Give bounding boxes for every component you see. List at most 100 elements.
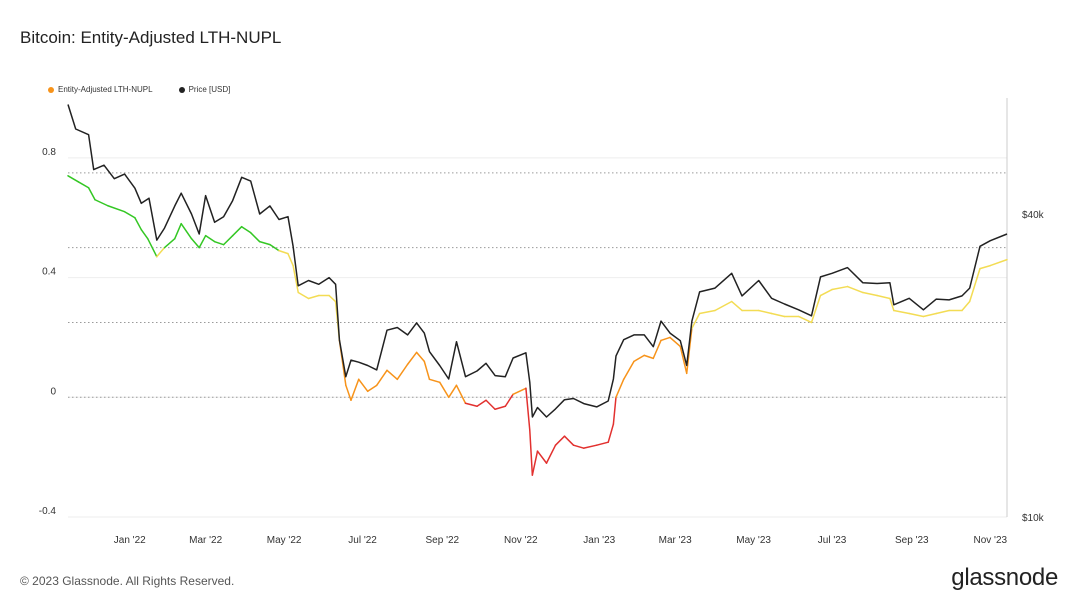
x-tick-label-10: Sep '23 [895,535,929,546]
nupl-segment-75 [714,300,733,312]
nupl-segment-12 [180,222,193,240]
chart-area[interactable]: 0.8 0.4 0 -0.4 $40k $10k Jan '22 Mar '22 May '22… [0,0,1080,560]
nupl-segment-97 [989,258,1008,267]
nupl-segment-88 [889,297,895,312]
nupl-segment-25 [292,264,299,294]
x-tick-label-6: Jan '23 [583,535,615,546]
nupl-segment-37 [386,369,399,381]
nupl-segment-58 [563,435,575,446]
nupl-segment-82 [810,294,822,324]
nupl-segment-17 [222,234,234,246]
legend-dot-price [178,86,185,93]
nupl-segment-87 [876,294,891,300]
nupl-segment-76 [730,300,743,312]
nupl-segment-63 [612,396,617,425]
y-left-tick-label-1: 0.4 [42,267,56,278]
nupl-segment-8 [147,237,158,258]
nupl-segment-27 [307,294,320,300]
nupl-segment-69 [660,336,671,342]
nupl-segment-64 [615,378,625,399]
nupl-segment-49 [494,405,507,411]
nupl-segment-65 [622,360,635,381]
nupl-segment-90 [908,312,925,318]
nupl-segment-68 [652,339,662,360]
nupl-segment-39 [406,351,418,366]
nupl-segment-0 [67,175,80,183]
nupl-segment-48 [485,399,496,411]
nupl-segment-18 [231,225,243,237]
nupl-segment-23 [278,249,289,255]
nupl-segment-84 [831,285,849,291]
y-right-tick-label-1: $10k [1022,513,1045,524]
price-line [67,104,1008,418]
copyright-footer: © 2023 Glassnode. All Rights Reserved. [20,574,235,588]
nupl-segment-35 [366,384,378,393]
nupl-segment-3 [94,199,109,207]
nupl-segment-89 [893,309,910,315]
nupl-segment-22 [269,243,280,252]
x-tick-label-8: May '23 [736,535,771,546]
nupl-segment-91 [922,312,938,318]
brand-logo[interactable]: glassnode [951,564,1058,591]
nupl-segment-29 [328,294,337,303]
nupl-segment-46 [464,402,478,408]
nupl-segment-56 [545,444,557,464]
nupl-segment-34 [357,378,369,393]
nupl-segment-36 [375,369,388,387]
legend-item-price[interactable]: Price [USD] [178,85,231,94]
nupl-segment-14 [198,234,207,249]
nupl-segment-66 [633,354,646,363]
nupl-segment-15 [204,234,216,243]
nupl-segment-73 [691,312,701,330]
nupl-segment-71 [679,345,688,375]
legend-item-nupl[interactable]: Entity-Adjusted LTH-NUPL [48,85,153,94]
nupl-segment-67 [643,354,655,360]
nupl-segment-62 [607,423,615,443]
nupl-segment-32 [345,384,352,402]
nupl-segment-86 [862,291,878,297]
nupl-segment-11 [174,222,182,240]
nupl-segment-81 [797,315,813,324]
nupl-segment-85 [846,285,864,294]
nupl-segment-6 [134,216,143,231]
nupl-segment-47 [476,399,487,408]
legend-label-price: Price [USD] [188,85,231,94]
y-right-tick-label-0: $40k [1022,210,1045,221]
x-tick-label-3: Jul '22 [348,535,377,546]
nupl-segment-9 [156,246,166,258]
nupl-segment-60 [583,444,598,449]
page-title: Bitcoin: Entity-Adjusted LTH-NUPL [20,28,282,47]
nupl-segment-52 [525,387,531,431]
nupl-segment-38 [396,363,409,381]
x-tick-label-2: May '22 [267,535,302,546]
nupl-segment-16 [213,240,225,246]
nupl-segment-72 [685,327,693,375]
nupl-segment-2 [87,187,96,201]
legend-label-nupl: Entity-Adjusted LTH-NUPL [58,85,153,94]
nupl-segment-4 [107,204,126,213]
legend-dot-nupl [48,86,54,93]
nupl-segment-53 [529,429,534,476]
chart-legend: Entity-Adjusted LTH-NUPL Price [USD] [48,85,230,94]
nupl-segment-92 [935,309,950,315]
nupl-segment-94 [961,300,971,312]
nupl-segment-33 [350,378,360,402]
nupl-segment-79 [770,312,786,318]
x-tick-label-7: Mar '23 [659,535,692,546]
nupl-segment-10 [163,237,176,249]
nupl-segment-78 [757,309,773,315]
nupl-segment-51 [512,387,527,396]
x-tick-label-1: Mar '22 [189,535,222,546]
x-tick-label-5: Nov '22 [504,535,538,546]
nupl-segment-21 [258,240,271,246]
nupl-segment-26 [297,291,310,300]
x-tick-label-11: Nov '23 [973,535,1007,546]
nupl-segment-54 [531,450,539,476]
series-lines [67,104,1008,476]
nupl-segment-44 [447,384,458,399]
x-tick-label-4: Sep '22 [426,535,460,546]
y-left-tick-label-2: 0 [50,386,56,397]
nupl-segment-96 [979,264,992,270]
nupl-segment-20 [249,231,261,243]
nupl-segment-61 [595,441,609,446]
